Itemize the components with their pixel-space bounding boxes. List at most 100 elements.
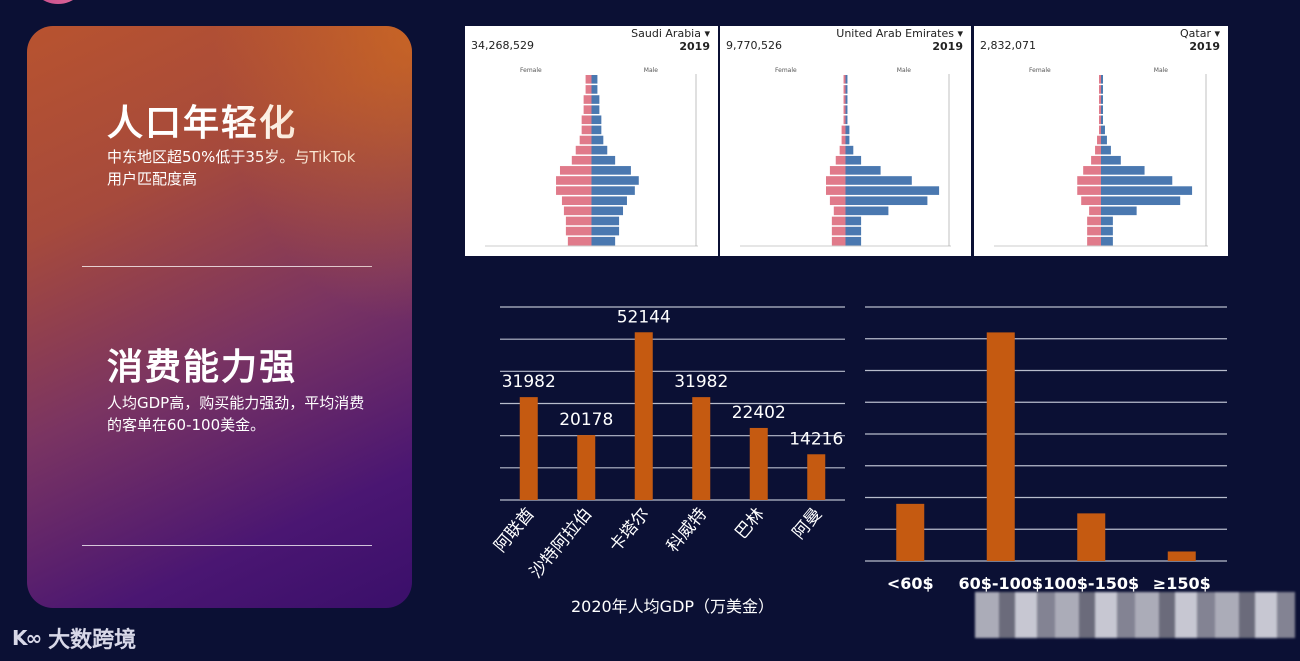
- pyramid-male-bar: [1101, 236, 1113, 246]
- pyramid-female-bar: [1087, 226, 1101, 236]
- pyramid-female-label: Female: [520, 67, 542, 74]
- pyramid-female-bar: [831, 236, 846, 246]
- pyramid-female-bar: [839, 145, 846, 155]
- section-desc-consumption: 人均GDP高，购买能力强劲，平均消费的客单在60-100美金。: [107, 394, 365, 434]
- pyramid-female-bar: [1099, 85, 1101, 94]
- bar: [807, 454, 826, 500]
- bar: [692, 397, 711, 500]
- gdp-bar-chart: 31982阿联酋20178沙特阿拉伯52144卡塔尔31982科威特22402巴…: [490, 306, 845, 615]
- x-axis-label: 2020年人均GDP（万美金）: [571, 597, 774, 615]
- pyramid-male-bar: [591, 135, 604, 145]
- pyramid-male-bar: [1101, 166, 1145, 175]
- data-label: 31982: [674, 372, 728, 392]
- pyramid-female-bar: [559, 166, 592, 175]
- pyramid-female-bar: [843, 105, 846, 114]
- pyramid-panel-qatar: Qatar ▾ 2,832,071 2019 Male Female: [974, 26, 1228, 256]
- category-label: 阿曼: [789, 504, 826, 543]
- pyramid-female-bar: [833, 206, 846, 216]
- pyramid-female-bar: [556, 176, 592, 185]
- pyramid-panel-uae: United Arab Emirates ▾ 9,770,526 2019 Ma…: [720, 26, 971, 256]
- divider: [82, 545, 372, 546]
- category-label: <60$: [887, 574, 934, 593]
- pyramid-male-bar: [1101, 75, 1103, 84]
- pyramid-male-bar: [591, 115, 602, 125]
- pyramid-male-bar: [845, 155, 862, 165]
- pyramid-male-bar: [591, 176, 639, 185]
- pyramid-male-bar: [591, 145, 608, 155]
- pyramid-population: 34,268,529: [471, 39, 534, 52]
- pyramid-female-bar: [1083, 166, 1101, 175]
- pyramid-male-bar: [1101, 115, 1103, 125]
- pyramid-country: United Arab Emirates ▾: [836, 27, 963, 40]
- pyramid-male-bar: [845, 105, 848, 114]
- pyramid-male-bar: [1101, 85, 1103, 94]
- data-label: 20178: [559, 410, 613, 430]
- pyramid-male-bar: [845, 166, 881, 175]
- pyramid-male-bar: [591, 85, 598, 94]
- bar: [749, 427, 768, 500]
- pyramid-male-bar: [591, 95, 600, 104]
- pyramid-male-label: Male: [896, 67, 911, 74]
- pyramid-female-bar: [1089, 206, 1101, 216]
- pyramid-population: 2,832,071: [980, 39, 1036, 52]
- pyramid-female-bar: [579, 135, 592, 145]
- pyramid-country: Qatar ▾: [1180, 27, 1220, 40]
- pyramid-male-bar: [591, 216, 620, 226]
- pyramid-male-bar: [591, 226, 620, 236]
- pyramid-male-bar: [845, 216, 862, 226]
- pyramid-female-bar: [1099, 125, 1101, 135]
- pyramid-female-bar: [583, 105, 592, 114]
- watermark-brand: 大数跨境: [48, 628, 137, 653]
- pyramid-female-bar: [829, 196, 846, 206]
- pyramid-female-bar: [1099, 115, 1101, 125]
- pyramid-chart: [994, 74, 1208, 247]
- pyramid-male-bar: [591, 75, 598, 84]
- pyramid-female-bar: [843, 75, 846, 84]
- logo-badge: [28, 0, 88, 4]
- pyramid-female-bar: [843, 95, 846, 104]
- pyramid-female-bar: [1087, 236, 1101, 246]
- pyramid-female-bar: [841, 125, 846, 135]
- pyramid-male-bar: [1101, 145, 1111, 155]
- bar: [577, 435, 596, 500]
- category-label: 卡塔尔: [605, 504, 653, 556]
- category-label: 阿联酋: [490, 504, 538, 556]
- pyramid-female-bar: [829, 166, 846, 175]
- section-title-consumption: 消费能力强: [107, 347, 298, 388]
- pyramid-female-bar: [1095, 145, 1101, 155]
- bar: [634, 332, 653, 500]
- bar: [1167, 551, 1196, 561]
- pyramid-female-bar: [835, 155, 846, 165]
- pyramid-male-bar: [845, 95, 848, 104]
- divider: [82, 266, 372, 267]
- pyramid-female-bar: [831, 226, 846, 236]
- pyramid-female-bar: [1081, 196, 1101, 206]
- pyramid-male-bar: [845, 176, 912, 185]
- pyramid-female-bar: [565, 226, 592, 236]
- bar: [896, 503, 925, 561]
- pyramid-female-label: Female: [775, 67, 797, 74]
- pyramid-male-bar: [591, 155, 616, 165]
- category-label: 60$-100$: [958, 574, 1043, 593]
- pyramid-year: 2019: [1189, 40, 1220, 53]
- pyramid-male-bar: [1101, 216, 1113, 226]
- data-label: 31982: [502, 372, 556, 392]
- pyramid-chart: [485, 74, 698, 247]
- pyramid-male-bar: [1101, 226, 1113, 236]
- pyramid-male-bar: [845, 125, 850, 135]
- pyramid-male-bar: [591, 236, 616, 246]
- pyramid-female-bar: [563, 206, 592, 216]
- pyramid-male-bar: [1101, 196, 1181, 206]
- pyramid-female-bar: [831, 216, 846, 226]
- pyramid-male-bar: [591, 206, 624, 216]
- pyramid-female-bar: [841, 135, 846, 145]
- pyramid-male-label: Male: [1153, 67, 1168, 74]
- pyramid-male-bar: [845, 115, 848, 125]
- pyramid-population: 9,770,526: [726, 39, 782, 52]
- pyramid-female-bar: [571, 155, 592, 165]
- pyramid-female-bar: [1099, 105, 1101, 114]
- info-card: 人口年轻化 中东地区超50%低于35岁。与TikTok用户匹配度高 消费能力强 …: [27, 26, 412, 608]
- section-desc-youth: 中东地区超50%低于35岁。与TikTok用户匹配度高: [107, 148, 356, 188]
- pyramid-male-bar: [591, 125, 602, 135]
- pyramid-male-bar: [845, 196, 928, 206]
